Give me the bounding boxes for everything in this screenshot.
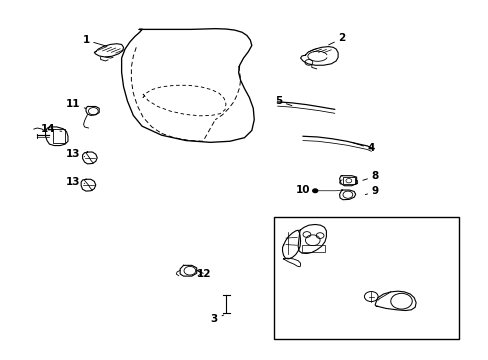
Text: 1: 1 bbox=[82, 35, 106, 46]
Text: 12: 12 bbox=[197, 269, 211, 279]
Bar bbox=[53, 129, 65, 143]
Text: 9: 9 bbox=[365, 186, 378, 197]
Bar bbox=[302, 244, 325, 252]
Circle shape bbox=[312, 189, 317, 193]
Text: 5: 5 bbox=[274, 96, 291, 106]
Text: 7: 7 bbox=[399, 319, 411, 329]
Text: 14: 14 bbox=[41, 124, 61, 134]
Text: 4: 4 bbox=[352, 143, 374, 153]
Text: 13: 13 bbox=[65, 177, 84, 187]
Bar bbox=[342, 177, 354, 184]
Text: 6: 6 bbox=[279, 325, 296, 335]
Text: 13: 13 bbox=[65, 149, 84, 159]
Text: 8: 8 bbox=[362, 171, 378, 181]
Text: 2: 2 bbox=[328, 33, 345, 45]
Text: 3: 3 bbox=[210, 314, 224, 324]
Bar bbox=[273, 217, 458, 338]
Text: 11: 11 bbox=[65, 99, 86, 109]
Text: 10: 10 bbox=[295, 185, 315, 195]
